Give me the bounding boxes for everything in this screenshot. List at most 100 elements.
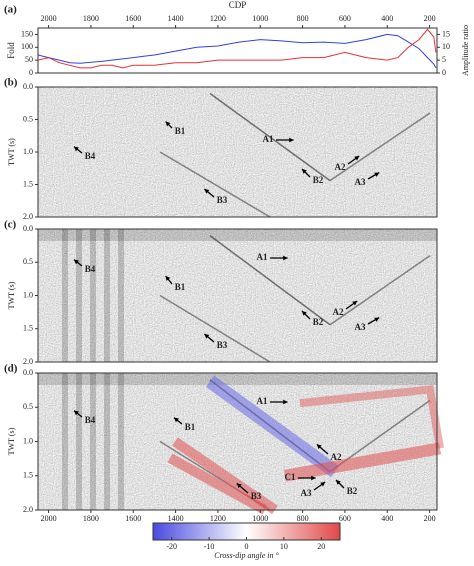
y-axis-label: Fold <box>6 42 16 59</box>
reflector <box>329 254 431 326</box>
y-tick-label: 0 <box>29 68 33 77</box>
x-tick-label: 1400 <box>168 14 184 23</box>
arrow-head <box>311 475 316 481</box>
noise-streak <box>90 229 96 362</box>
y-tick-label: 0.0 <box>23 224 33 233</box>
y-tick-label: 2.0 <box>23 357 33 366</box>
colorbar-tick-label: -10 <box>204 542 215 551</box>
y-axis-label: TWT (s) <box>7 281 16 309</box>
y-axis-label: TWT (s) <box>7 138 16 166</box>
arrow-head <box>204 334 210 339</box>
y-tick-label: 2.0 <box>23 505 33 514</box>
annotation: B4 <box>85 151 96 161</box>
x-tick-label: 1000 <box>252 14 268 23</box>
colorbar-label: Cross-dip angle in ° <box>214 551 279 560</box>
arrow-head <box>283 255 288 261</box>
y-tick-label: 1.5 <box>23 324 33 333</box>
y2-tick-label: 10 <box>442 42 450 51</box>
arrow-head <box>302 169 307 174</box>
x-tick-label: 1000 <box>252 514 268 523</box>
noise-streak <box>62 229 68 362</box>
x-tick-label: 600 <box>339 514 351 523</box>
annotation: A2 <box>335 162 346 172</box>
reflector <box>172 437 278 515</box>
annotation: B4 <box>85 415 96 425</box>
x-tick-label: 1400 <box>168 514 184 523</box>
noise-streak <box>76 229 82 362</box>
plot-frame <box>37 27 438 74</box>
annotation: B2 <box>347 486 358 496</box>
arrow-head <box>174 417 179 423</box>
noise-streak <box>118 229 124 362</box>
arrow-head <box>236 483 242 489</box>
x-tick-label: 1600 <box>125 514 141 523</box>
annotation: A3 <box>355 177 366 187</box>
x-tick-label: 1200 <box>210 14 226 23</box>
image-features <box>73 92 431 218</box>
annotation: B2 <box>313 317 324 327</box>
reflector <box>209 235 331 326</box>
panel-label: (c) <box>4 219 17 231</box>
arrow-head <box>204 189 210 194</box>
x-tick-label: 400 <box>381 514 393 523</box>
panel-label: (d) <box>4 363 18 375</box>
seismic-image <box>38 229 437 362</box>
arrow-head <box>354 156 360 161</box>
panel-label: (a) <box>4 4 17 16</box>
y-tick-label: 0.5 <box>23 257 33 266</box>
arrow-head <box>74 146 79 152</box>
y-tick-label: 0.5 <box>23 114 33 123</box>
y-tick-label: 1.0 <box>23 290 33 299</box>
x-tick-label: 200 <box>424 514 436 523</box>
annotation: B2 <box>313 175 324 185</box>
noise-streak <box>118 373 124 510</box>
series-line <box>37 33 437 69</box>
y-tick-label: 0.0 <box>23 368 33 377</box>
annotation: A1 <box>263 134 274 144</box>
annotation: B3 <box>217 195 228 205</box>
series-line <box>37 28 437 69</box>
arrow-head <box>165 276 171 281</box>
x-axis-label: CDP <box>229 0 247 10</box>
arrow-head <box>302 311 307 316</box>
noise-streak <box>104 373 110 510</box>
colorbar-tick-label: -20 <box>166 542 177 551</box>
x-tick-label: 2000 <box>41 14 57 23</box>
annotation: A2 <box>333 307 344 317</box>
y-tick-label: 2.0 <box>23 212 33 221</box>
arrow-head <box>316 444 322 450</box>
y-tick-label: 100 <box>21 42 33 51</box>
seismic-image <box>38 87 437 217</box>
arrow-head <box>74 410 79 416</box>
noise-streak <box>62 373 68 510</box>
reflector <box>159 151 271 218</box>
colorbar-tick-label: 0 <box>245 542 249 551</box>
arrow-head <box>374 317 380 322</box>
colorbar-tick-label: 10 <box>280 542 288 551</box>
annotation: B4 <box>85 264 96 274</box>
y2-tick-label: 0 <box>442 68 446 77</box>
annotation: B3 <box>251 491 262 501</box>
annotation: B3 <box>217 340 228 350</box>
reflector <box>209 92 331 182</box>
reflector <box>167 453 268 515</box>
x-tick-label: 600 <box>339 14 351 23</box>
panel-label: (b) <box>4 77 18 89</box>
reflector <box>283 442 442 482</box>
x-tick-label: 200 <box>424 14 436 23</box>
noise-streak <box>104 229 110 362</box>
arrow-head <box>352 301 358 306</box>
shallow-band <box>38 229 437 241</box>
x-tick-label: 800 <box>297 14 309 23</box>
x-tick-label: 1800 <box>83 14 99 23</box>
annotation: C1 <box>285 472 296 482</box>
arrow-head <box>165 121 171 127</box>
annotation: A1 <box>257 252 268 262</box>
y-tick-label: 1.5 <box>23 471 33 480</box>
y2-tick-label: 15 <box>442 29 450 38</box>
reflector <box>159 294 271 363</box>
x-tick-label: 2000 <box>41 514 57 523</box>
x-tick-label: 1600 <box>125 14 141 23</box>
reflector <box>329 112 431 182</box>
